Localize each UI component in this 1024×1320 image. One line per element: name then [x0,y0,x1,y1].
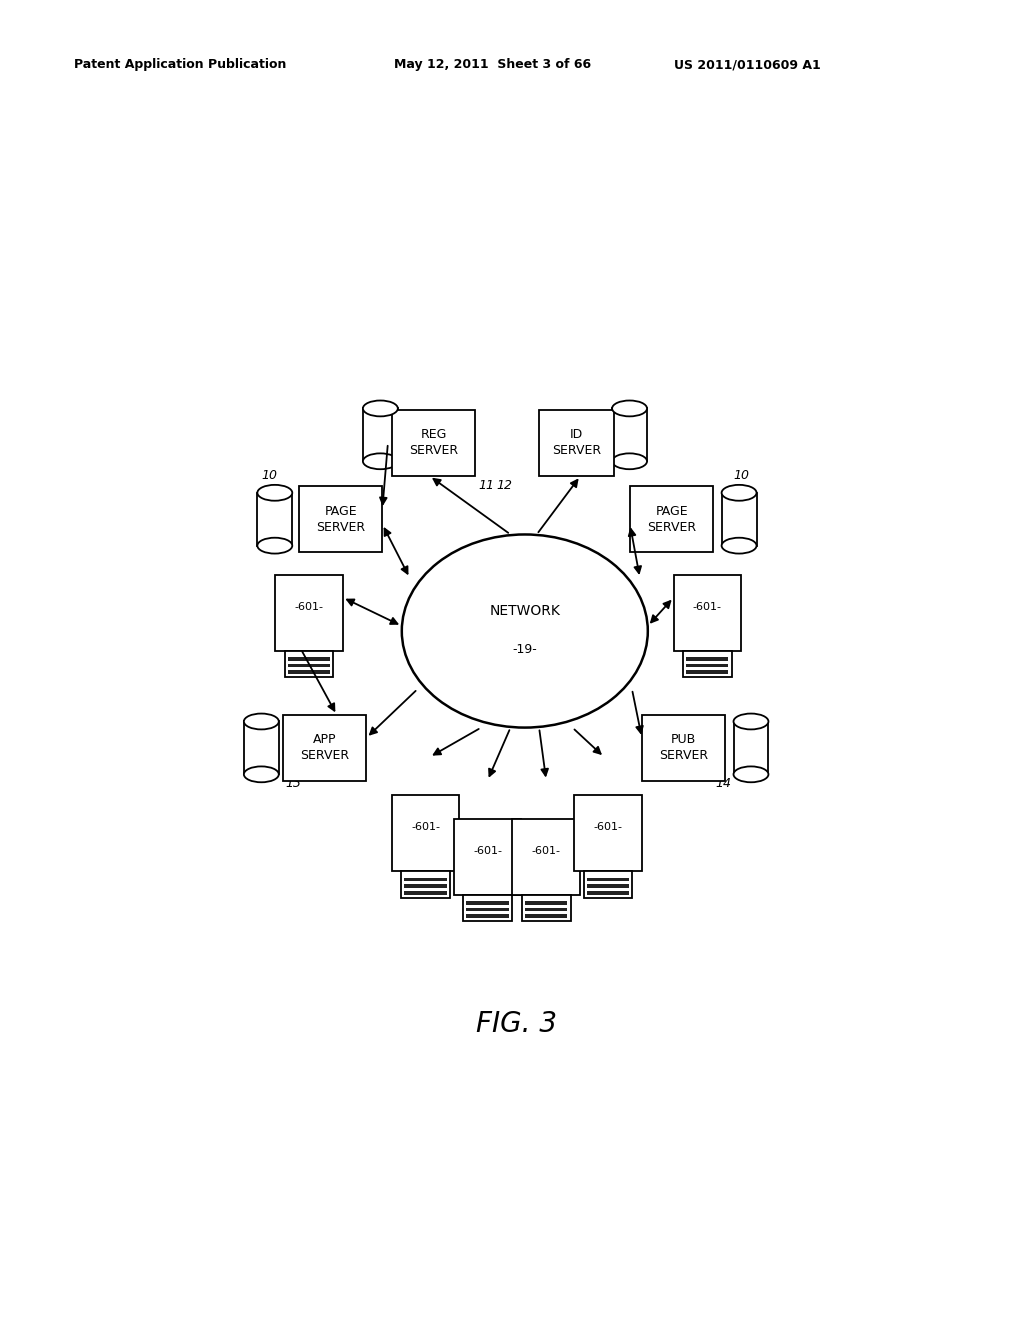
Bar [587,884,629,888]
Text: 10: 10 [261,469,278,482]
Bar [244,722,279,775]
Bar [574,795,642,871]
Text: -19-: -19- [512,643,538,656]
Bar [401,871,450,898]
Bar [466,915,509,919]
Bar [525,915,567,919]
Bar [364,409,397,461]
Bar [686,657,728,661]
Bar [512,818,580,895]
Bar [584,871,633,898]
Bar [288,657,330,661]
Ellipse shape [733,714,768,730]
Bar [722,492,757,545]
Bar [642,715,725,781]
Bar [404,878,446,882]
Text: 14: 14 [715,777,731,789]
Bar [587,878,629,882]
Bar [525,908,567,911]
Text: -601-: -601- [411,822,440,832]
Bar [525,900,567,904]
Bar [245,722,278,774]
Bar [539,411,614,477]
Text: PAGE
SERVER: PAGE SERVER [647,504,696,533]
Text: -601-: -601- [473,846,502,855]
Bar [734,722,768,774]
Bar [288,671,330,675]
Text: NETWORK: NETWORK [489,603,560,618]
Bar [275,574,343,651]
Ellipse shape [257,484,292,500]
Text: ID
SERVER: ID SERVER [552,429,601,458]
Ellipse shape [362,400,398,416]
Bar [288,664,330,668]
Text: 13: 13 [285,777,301,789]
Ellipse shape [401,535,648,727]
Text: -601-: -601- [693,602,722,611]
Ellipse shape [612,400,647,416]
Bar [466,900,509,904]
Bar [454,818,521,895]
Bar [612,408,647,461]
Ellipse shape [722,537,757,553]
Text: REG
SERVER: REG SERVER [409,429,458,458]
Ellipse shape [722,484,757,500]
Bar [362,408,397,461]
Text: PAGE
SERVER: PAGE SERVER [316,504,366,533]
Bar [722,494,756,545]
Text: APP
SERVER: APP SERVER [300,734,349,763]
Bar [392,411,475,477]
Text: 12: 12 [497,479,512,492]
Bar [463,895,512,921]
Text: -601-: -601- [531,846,561,855]
Bar [404,884,446,888]
Text: FIG. 3: FIG. 3 [476,1010,557,1039]
Bar [683,651,731,677]
Bar [587,891,629,895]
Text: -601-: -601- [295,602,324,611]
Bar [733,722,768,775]
Text: -601-: -601- [594,822,623,832]
Bar [404,891,446,895]
Bar [466,908,509,911]
Text: US 2011/0110609 A1: US 2011/0110609 A1 [674,58,820,71]
Bar [284,715,367,781]
Bar [285,651,333,677]
Bar [392,795,460,871]
Text: Patent Application Publication: Patent Application Publication [74,58,286,71]
Text: May 12, 2011  Sheet 3 of 66: May 12, 2011 Sheet 3 of 66 [394,58,592,71]
Bar [613,409,646,461]
Ellipse shape [244,767,279,783]
Bar [686,671,728,675]
Ellipse shape [612,453,647,469]
Bar [299,486,382,552]
Text: 11: 11 [478,479,495,492]
Ellipse shape [362,453,398,469]
Ellipse shape [257,537,292,553]
Bar [257,492,292,545]
Text: PUB
SERVER: PUB SERVER [659,734,708,763]
Bar [674,574,741,651]
Bar [522,895,570,921]
Bar [258,494,292,545]
Ellipse shape [244,714,279,730]
Ellipse shape [733,767,768,783]
Text: 10: 10 [733,469,750,482]
Bar [686,664,728,668]
Bar [630,486,714,552]
